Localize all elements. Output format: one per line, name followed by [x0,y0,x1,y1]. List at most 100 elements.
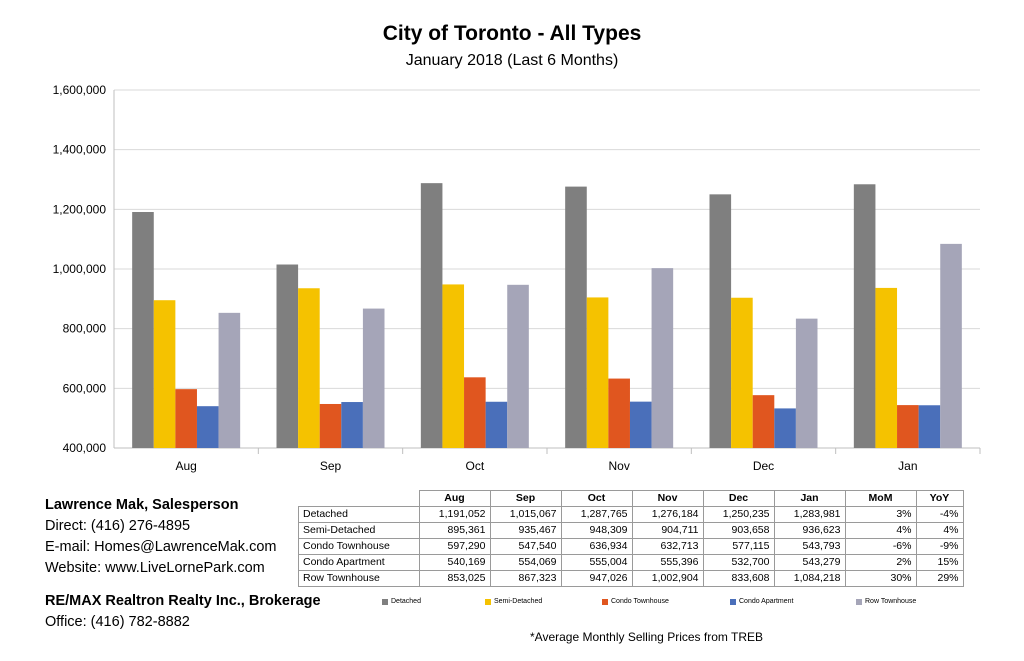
legend-swatch [856,598,862,605]
bar-condo-townhouse [608,378,630,448]
agent-name: Lawrence Mak, Salesperson [45,497,239,513]
bar-condo-townhouse [897,405,919,448]
table-cell: 895,361 [418,522,491,539]
table-row-label: Row Townhouse [298,570,420,587]
table-cell: 1,283,981 [773,506,846,523]
table-header: Nov [631,490,704,507]
bar-detached [132,212,154,448]
table-cell: 1,250,235 [702,506,775,523]
table-row: Semi-Detached 895,361 935,467 948,309 904,71… [298,522,964,539]
table-header: Aug [418,490,491,507]
agent-email: E-mail: Homes@LawrenceMak.com [45,539,277,555]
table-row-label: Detached [298,506,420,523]
bar-condo-apartment [485,401,508,448]
table-header: Jan [773,490,846,507]
table-corner-cell [298,490,420,507]
legend-label: Detached [391,598,421,605]
table-header: Dec [702,490,775,507]
table-cell: 30% [844,570,917,587]
bar-row-townhouse [795,318,818,448]
bar-condo-townhouse [319,403,342,448]
table-cell: 597,290 [418,538,491,555]
y-tick-label: 1,400,000 [53,143,107,157]
bar-row-townhouse [507,284,529,448]
bar-detached [276,264,299,448]
legend-label: Condo Townhouse [611,598,669,605]
table-row-label: Condo Apartment [298,554,420,571]
bar-row-townhouse [651,268,674,448]
chart-legend: Detached Semi-Detached Condo Townhouse Cond… [372,598,932,610]
bar-semi-detached [586,297,609,448]
table-cell: 3% [844,506,917,523]
table-cell: 2% [844,554,917,571]
x-tick-label: Aug [175,459,196,473]
table-cell: 947,026 [560,570,633,587]
brokerage-name: RE/MAX Realtron Realty Inc., Brokerage [45,593,321,609]
table-cell: 936,623 [773,522,846,539]
table-cell: 833,608 [702,570,775,587]
bar-detached [709,194,732,448]
table-cell: 540,169 [418,554,491,571]
footnote: *Average Monthly Selling Prices from TRE… [530,630,763,644]
y-tick-label: 1,600,000 [53,83,107,97]
table-cell: 1,276,184 [631,506,704,523]
table-cell: 1,084,218 [773,570,846,587]
table-row-label: Semi-Detached [298,522,420,539]
table-cell: 543,279 [773,554,846,571]
legend-item: Semi-Detached [485,598,542,605]
bar-semi-detached [153,300,176,448]
bar-condo-apartment [774,408,796,448]
table-cell: -4% [915,506,964,523]
bar-detached [420,183,443,449]
agent-phone: Direct: (416) 276-4895 [45,518,191,534]
table-cell: 29% [915,570,964,587]
bar-row-townhouse [218,312,241,448]
contact-block: Lawrence Mak, Salesperson Direct: (416) … [45,495,276,579]
table-cell: -9% [915,538,964,555]
bar-semi-detached [298,288,320,448]
table-header: YoY [915,490,964,507]
table-cell: 15% [915,554,964,571]
x-tick-label: Sep [320,459,342,473]
brokerage-phone: Office: (416) 782-8882 [45,614,190,630]
table-header: MoM [844,490,917,507]
table-cell: 636,934 [560,538,633,555]
bar-condo-townhouse [752,395,775,448]
bar-condo-apartment [341,402,363,448]
table-header: Oct [560,490,633,507]
table-cell: 577,115 [702,538,775,555]
legend-item: Row Townhouse [856,598,916,605]
table-row: Row Townhouse 853,025 867,323 947,026 1,002,… [298,570,964,587]
bar-detached [565,186,587,448]
legend-swatch [485,598,491,605]
legend-swatch [730,598,736,605]
bar-condo-apartment [196,406,219,448]
brokerage-block: RE/MAX Realtron Realty Inc., Brokerage O… [45,591,321,633]
bar-semi-detached [731,297,753,448]
table-cell: 554,069 [489,554,562,571]
table-cell: 935,467 [489,522,562,539]
table-cell: 532,700 [702,554,775,571]
legend-label: Row Townhouse [865,598,917,605]
table-cell: 1,015,067 [489,506,562,523]
x-tick-label: Dec [753,459,774,473]
x-tick-label: Jan [898,459,917,473]
table-cell: 543,793 [773,538,846,555]
y-tick-label: 1,200,000 [53,202,107,216]
table-cell: 904,711 [631,522,704,539]
table-cell: 4% [915,522,964,539]
y-tick-label: 1,000,000 [53,262,107,276]
table-cell: 632,713 [631,538,704,555]
chart-title: City of Toronto - All Types [382,22,642,45]
table-header: Sep [489,490,562,507]
chart-subtitle: January 2018 (Last 6 Months) [405,52,619,69]
legend-swatch [602,598,608,605]
table-cell: 853,025 [418,570,491,587]
legend-item: Condo Apartment [730,598,793,605]
table-row: Detached 1,191,052 1,015,067 1,287,765 1,276… [298,506,964,523]
table-cell: 4% [844,522,917,539]
table-cell: -6% [844,538,917,555]
legend-item: Condo Townhouse [602,598,669,605]
legend-item: Detached [382,598,421,605]
table-cell: 903,658 [702,522,775,539]
